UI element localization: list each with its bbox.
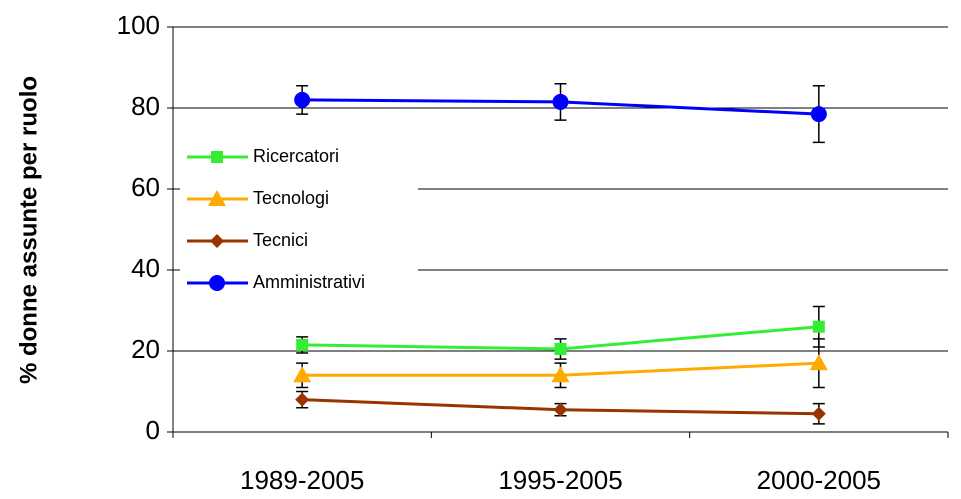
legend-item: Ricercatori <box>187 146 339 166</box>
x-tick-label: 2000-2005 <box>757 465 881 495</box>
y-axis-title: % donne assunte per ruolo <box>15 76 42 384</box>
x-tick-label: 1989-2005 <box>240 465 364 495</box>
marker <box>552 93 569 110</box>
series <box>295 390 826 425</box>
legend-label: Ricercatori <box>253 146 339 166</box>
y-tick-label: 60 <box>131 172 160 202</box>
marker <box>812 320 825 333</box>
series <box>293 338 828 389</box>
legend-marker <box>211 151 223 163</box>
y-tick-label: 0 <box>146 415 160 445</box>
marker <box>810 106 827 123</box>
legend-item: Amministrativi <box>187 272 365 292</box>
y-tick-label: 100 <box>117 10 160 40</box>
y-tick-label: 20 <box>131 334 160 364</box>
legend-label: Tecnici <box>253 230 308 250</box>
x-tick-label: 1995-2005 <box>498 465 622 495</box>
legend: Ricercatori Tecnologi Tecnici Amministrativ… <box>180 137 418 297</box>
marker <box>553 402 568 417</box>
marker <box>551 366 570 383</box>
legend-marker <box>210 234 224 248</box>
legend-box <box>180 137 418 297</box>
legend-item: Tecnologi <box>187 188 329 208</box>
y-tick-label: 80 <box>131 91 160 121</box>
y-tick-label: 40 <box>131 253 160 283</box>
legend-item: Tecnici <box>187 230 308 250</box>
marker <box>293 366 312 383</box>
legend-label: Tecnologi <box>253 188 329 208</box>
series <box>294 82 827 144</box>
marker <box>554 342 567 355</box>
marker <box>809 354 828 371</box>
marker <box>811 406 826 421</box>
marker <box>296 338 309 351</box>
legend-marker <box>208 190 226 206</box>
legend-label: Amministrativi <box>253 272 365 292</box>
marker <box>294 91 311 108</box>
legend-marker <box>209 275 225 291</box>
marker <box>295 392 310 407</box>
